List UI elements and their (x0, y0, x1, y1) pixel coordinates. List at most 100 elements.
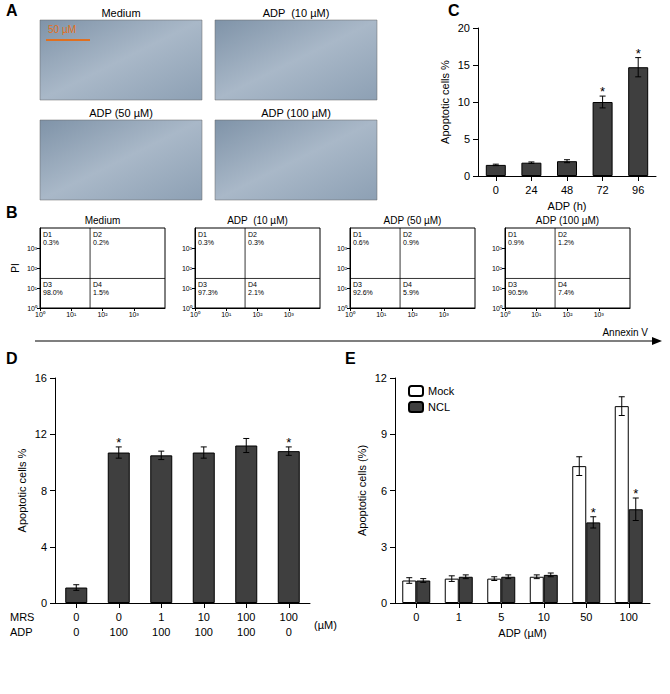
svg-text:Mock: Mock (428, 385, 455, 397)
svg-text:24: 24 (525, 184, 537, 196)
svg-text:5: 5 (464, 133, 470, 145)
svg-text:0: 0 (73, 626, 79, 638)
svg-text:D4: D4 (558, 281, 567, 288)
svg-text:MRS: MRS (10, 611, 34, 623)
svg-text:*: * (600, 84, 605, 99)
svg-text:E: E (345, 350, 356, 367)
svg-text:50: 50 (580, 611, 592, 623)
svg-text:10¹: 10¹ (182, 285, 193, 292)
svg-text:*: * (636, 46, 641, 61)
svg-text:10⁰: 10⁰ (500, 311, 511, 318)
svg-text:10³: 10³ (129, 311, 140, 318)
svg-text:5: 5 (498, 611, 504, 623)
svg-text:10²: 10² (337, 265, 348, 272)
svg-text:0.3%: 0.3% (248, 239, 264, 246)
svg-text:D2: D2 (403, 231, 412, 238)
svg-text:D1: D1 (198, 231, 207, 238)
svg-text:D2: D2 (93, 231, 102, 238)
svg-text:0: 0 (116, 611, 122, 623)
svg-text:10¹: 10¹ (376, 311, 387, 318)
svg-text:Medium: Medium (101, 7, 140, 19)
svg-text:10²: 10² (252, 311, 263, 318)
svg-text:Annexin V: Annexin V (602, 327, 648, 338)
svg-text:100: 100 (110, 626, 128, 638)
svg-text:2.1%: 2.1% (248, 289, 264, 296)
svg-text:20: 20 (458, 22, 470, 34)
svg-text:ADP (10 µM): ADP (10 µM) (263, 7, 330, 19)
svg-text:0.2%: 0.2% (93, 239, 109, 246)
svg-text:10¹: 10¹ (221, 311, 232, 318)
svg-text:100: 100 (152, 626, 170, 638)
svg-text:15: 15 (458, 59, 470, 71)
svg-text:4: 4 (41, 541, 47, 553)
svg-text:100: 100 (195, 626, 213, 638)
svg-text:3: 3 (381, 541, 387, 553)
svg-text:D1: D1 (353, 231, 362, 238)
svg-text:10: 10 (538, 611, 550, 623)
svg-text:6: 6 (381, 485, 387, 497)
svg-text:ADP (10 µM): ADP (10 µM) (227, 215, 288, 226)
svg-text:D3: D3 (353, 281, 362, 288)
svg-text:10: 10 (458, 96, 470, 108)
svg-text:1.2%: 1.2% (558, 239, 574, 246)
svg-text:ADP (50 µM): ADP (50 µM) (89, 107, 153, 119)
svg-text:ADP (100 µM): ADP (100 µM) (536, 215, 599, 226)
svg-text:D3: D3 (198, 281, 207, 288)
svg-text:Apoptotic cells (%): Apoptotic cells (%) (356, 445, 368, 536)
svg-text:1.5%: 1.5% (93, 289, 109, 296)
svg-text:10²: 10² (562, 311, 573, 318)
svg-text:10³: 10³ (337, 245, 348, 252)
svg-text:10¹: 10¹ (337, 285, 348, 292)
svg-text:10⁰: 10⁰ (190, 311, 201, 318)
svg-text:Apoptotic cells %: Apoptotic cells % (439, 60, 451, 144)
svg-text:50 µM: 50 µM (48, 24, 76, 35)
svg-text:1: 1 (456, 611, 462, 623)
svg-text:12: 12 (375, 372, 387, 384)
svg-text:10¹: 10¹ (66, 311, 77, 318)
svg-text:10¹: 10¹ (492, 285, 503, 292)
svg-text:0: 0 (493, 184, 499, 196)
svg-text:10¹: 10¹ (27, 285, 38, 292)
svg-text:ADP (50 µM): ADP (50 µM) (384, 215, 442, 226)
svg-text:(µM): (µM) (314, 619, 337, 631)
svg-text:10³: 10³ (182, 245, 193, 252)
svg-text:0: 0 (464, 170, 470, 182)
svg-text:10²: 10² (97, 311, 108, 318)
svg-text:ADP (h): ADP (h) (548, 200, 587, 212)
svg-text:90.5%: 90.5% (508, 289, 528, 296)
svg-text:9: 9 (381, 428, 387, 440)
svg-text:Apoptotic cells %: Apoptotic cells % (16, 448, 28, 532)
svg-text:10: 10 (198, 611, 210, 623)
svg-text:Medium: Medium (85, 215, 121, 226)
svg-text:0: 0 (41, 597, 47, 609)
svg-text:10³: 10³ (284, 311, 295, 318)
svg-text:0.9%: 0.9% (403, 239, 419, 246)
svg-text:97.3%: 97.3% (198, 289, 218, 296)
svg-text:100: 100 (620, 611, 638, 623)
svg-text:10³: 10³ (439, 311, 450, 318)
svg-text:*: * (286, 435, 291, 450)
svg-text:10²: 10² (407, 311, 418, 318)
svg-text:B: B (6, 204, 18, 221)
svg-text:ADP (µM): ADP (µM) (498, 627, 546, 639)
svg-text:0: 0 (381, 597, 387, 609)
svg-text:10²: 10² (27, 265, 38, 272)
svg-text:D1: D1 (43, 231, 52, 238)
svg-text:96: 96 (632, 184, 644, 196)
svg-text:48: 48 (561, 184, 573, 196)
svg-text:10¹: 10¹ (531, 311, 542, 318)
svg-text:1: 1 (158, 611, 164, 623)
svg-text:10⁰: 10⁰ (345, 311, 356, 318)
svg-text:10²: 10² (182, 265, 193, 272)
svg-text:10³: 10³ (27, 245, 38, 252)
svg-text:NCL: NCL (428, 401, 450, 413)
svg-text:10²: 10² (492, 265, 503, 272)
svg-text:0.6%: 0.6% (353, 239, 369, 246)
svg-text:D2: D2 (248, 231, 257, 238)
svg-text:D: D (6, 350, 18, 367)
svg-text:0: 0 (73, 611, 79, 623)
svg-text:0.9%: 0.9% (508, 239, 524, 246)
svg-text:D3: D3 (43, 281, 52, 288)
svg-text:D3: D3 (508, 281, 517, 288)
svg-text:PI: PI (10, 263, 21, 272)
